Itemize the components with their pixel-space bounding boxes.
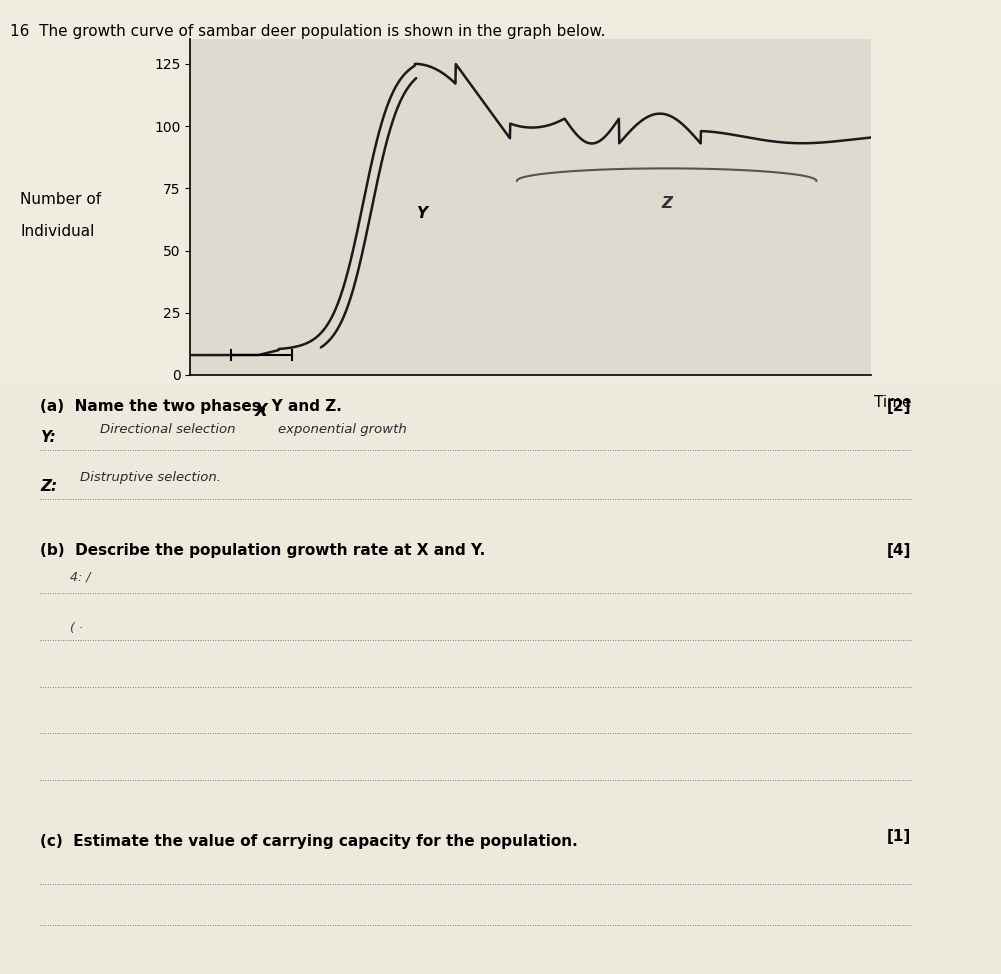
Text: 16  The growth curve of sambar deer population is shown in the graph below.: 16 The growth curve of sambar deer popul… xyxy=(10,24,606,39)
Text: ( ·: ( · xyxy=(70,622,83,635)
Text: Y: Y xyxy=(416,206,427,221)
Text: Number of: Number of xyxy=(20,192,101,207)
Text: (c)  Estimate the value of carrying capacity for the population.: (c) Estimate the value of carrying capac… xyxy=(40,834,578,848)
Text: [1]: [1] xyxy=(887,829,911,843)
Text: Time: Time xyxy=(874,394,912,410)
Text: Y:: Y: xyxy=(40,431,56,445)
Text: Z:: Z: xyxy=(40,479,57,494)
Text: (b)  Describe the population growth rate at X and Y.: (b) Describe the population growth rate … xyxy=(40,543,485,557)
Text: Distruptive selection.: Distruptive selection. xyxy=(80,471,221,484)
Text: Z: Z xyxy=(662,196,672,210)
Text: [2]: [2] xyxy=(887,399,911,414)
Text: X: X xyxy=(255,402,268,421)
Text: (a)  Name the two phases, Y and Z.: (a) Name the two phases, Y and Z. xyxy=(40,399,342,414)
Text: [4]: [4] xyxy=(887,543,911,557)
Text: Directional selection          exponential growth: Directional selection exponential growth xyxy=(100,424,406,436)
Text: Individual: Individual xyxy=(20,224,94,240)
Text: 4: /: 4: / xyxy=(70,571,90,583)
